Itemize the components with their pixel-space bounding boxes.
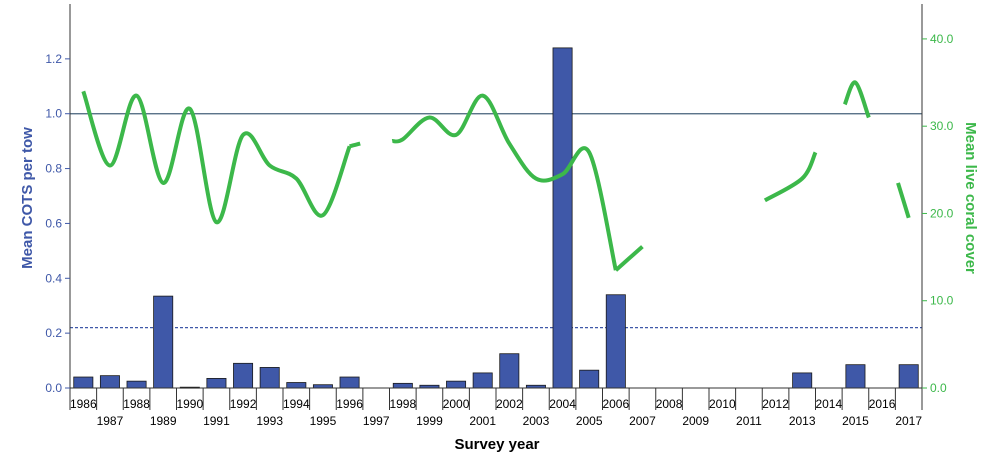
x-tick-label-2005: 2005: [576, 414, 603, 428]
right-y-tick-label: 40.0: [930, 32, 954, 46]
x-tick-label-2002: 2002: [496, 397, 523, 411]
x-tick-label-1993: 1993: [256, 414, 283, 428]
axes: [69, 4, 923, 389]
x-tick-label-2011: 2011: [736, 414, 762, 428]
bar-2006: [605, 294, 626, 389]
x-tick-label-1991: 1991: [203, 414, 230, 428]
x-tick-label-2015: 2015: [842, 414, 869, 428]
left-y-tick-label: 0.4: [45, 271, 62, 285]
x-tick-label-2017: 2017: [895, 414, 922, 428]
bar-1992: [233, 362, 254, 389]
bar-1993: [259, 367, 280, 389]
bar-2017: [898, 364, 919, 389]
x-tick-label-1986: 1986: [70, 397, 97, 411]
x-tick-label-2008: 2008: [656, 397, 683, 411]
bar-2015: [845, 364, 866, 389]
coral-line-segment-6: [896, 182, 911, 219]
x-tick-label-1990: 1990: [176, 397, 203, 411]
bar-1987: [99, 375, 120, 389]
x-tick-label-2006: 2006: [602, 397, 629, 411]
left-y-axis-ticks: 0.0 0.2 0.4 0.6 0.8 1.0 1.2: [45, 52, 70, 395]
x-tick-label-1994: 1994: [283, 397, 310, 411]
left-y-tick-label: 0.2: [45, 326, 62, 340]
x-tick-label-2013: 2013: [789, 414, 816, 428]
bar-2004: [552, 47, 573, 389]
x-tick-label-2016: 2016: [869, 397, 896, 411]
left-y-axis-title: Mean COTS per tow: [19, 127, 36, 269]
x-tick-label-1996: 1996: [336, 397, 363, 411]
x-tick-label-2007: 2007: [629, 414, 656, 428]
right-y-tick-label: 0.0: [930, 381, 947, 395]
x-tick-label-1987: 1987: [97, 414, 124, 428]
x-tick-label-2009: 2009: [682, 414, 709, 428]
x-tick-label-2010: 2010: [709, 397, 736, 411]
coral-line-segment-2: [391, 93, 618, 271]
x-tick-label-1992: 1992: [230, 397, 257, 411]
bar-1996: [339, 376, 360, 389]
bar-1998: [392, 382, 413, 389]
x-tick-label-1988: 1988: [123, 397, 150, 411]
coral-cover-line: [81, 80, 911, 272]
right-y-tick-label: 20.0: [930, 206, 954, 220]
coral-line-segment-1: [349, 141, 361, 149]
right-y-axis-ticks: 0.0 10.0 20.0 30.0 40.0: [922, 32, 954, 395]
x-tick-label-1999: 1999: [416, 414, 443, 428]
left-y-tick-label: 1.0: [45, 107, 62, 121]
x-tick-label-2000: 2000: [443, 397, 470, 411]
x-tick-label-1998: 1998: [389, 397, 416, 411]
x-tick-label-2014: 2014: [815, 397, 842, 411]
coral-line-segment-3: [614, 245, 644, 272]
x-axis-title: Survey year: [454, 436, 539, 453]
coral-line-segment-4: [763, 151, 818, 203]
coral-line-segment-0: [81, 90, 352, 225]
x-tick-label-2001: 2001: [469, 414, 496, 428]
bar-1986: [73, 376, 94, 389]
left-y-tick-label: 1.2: [45, 52, 62, 66]
bar-2005: [579, 369, 600, 389]
coral-line-segment-5: [842, 80, 871, 119]
x-tick-label-1997: 1997: [363, 414, 390, 428]
bar-1989: [153, 295, 174, 389]
x-tick-label-1989: 1989: [150, 414, 177, 428]
bar-2000: [446, 380, 467, 389]
bar-2001: [472, 372, 493, 389]
bar-2002: [499, 353, 520, 389]
bar-2013: [792, 372, 813, 389]
bar-1988: [126, 380, 147, 389]
left-y-tick-label: 0.8: [45, 162, 62, 176]
right-y-tick-label: 10.0: [930, 294, 954, 308]
right-y-axis-title: Mean live coral cover: [962, 122, 979, 274]
x-tick-label-2003: 2003: [523, 414, 550, 428]
x-tick-label-2012: 2012: [762, 397, 789, 411]
x-tick-label-2004: 2004: [549, 397, 576, 411]
bar-1991: [206, 377, 227, 389]
bar-1994: [286, 382, 307, 389]
left-y-tick-label: 0.0: [45, 381, 62, 395]
cots-bars: [73, 47, 919, 389]
x-tick-label-1995: 1995: [310, 414, 337, 428]
right-y-tick-label: 30.0: [930, 119, 954, 133]
left-y-tick-label: 0.6: [45, 216, 62, 230]
